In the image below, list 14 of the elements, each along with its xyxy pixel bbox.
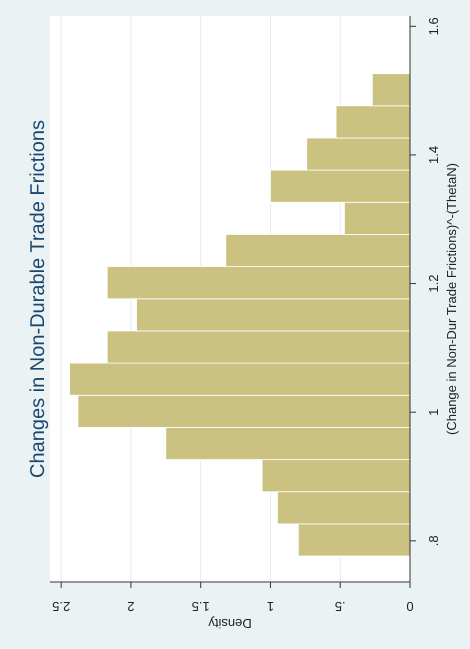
x-tick-label: 1.5 bbox=[192, 599, 210, 614]
x-tick-label: 2.5 bbox=[52, 599, 70, 614]
y-axis-title: (Change in Non-Dur Trade Frictions)^-(ThetaN) bbox=[444, 163, 459, 435]
x-axis-title: Density bbox=[208, 616, 252, 631]
text: Changes in Non-Durable Trade Frictions bbox=[27, 120, 49, 478]
x-tick-label: 1 bbox=[266, 599, 274, 614]
y-tick-label: .8 bbox=[426, 535, 441, 546]
x-tick-label: 2 bbox=[127, 599, 135, 614]
y-tick-label: 1 bbox=[426, 408, 441, 416]
x-tick-label: .5 bbox=[334, 599, 346, 614]
y-tick-label: 1.4 bbox=[426, 146, 441, 164]
x-tick-label: 0 bbox=[406, 599, 414, 614]
y-tick-label: 1.2 bbox=[426, 274, 441, 293]
y-tick-label: 1.6 bbox=[426, 17, 441, 36]
